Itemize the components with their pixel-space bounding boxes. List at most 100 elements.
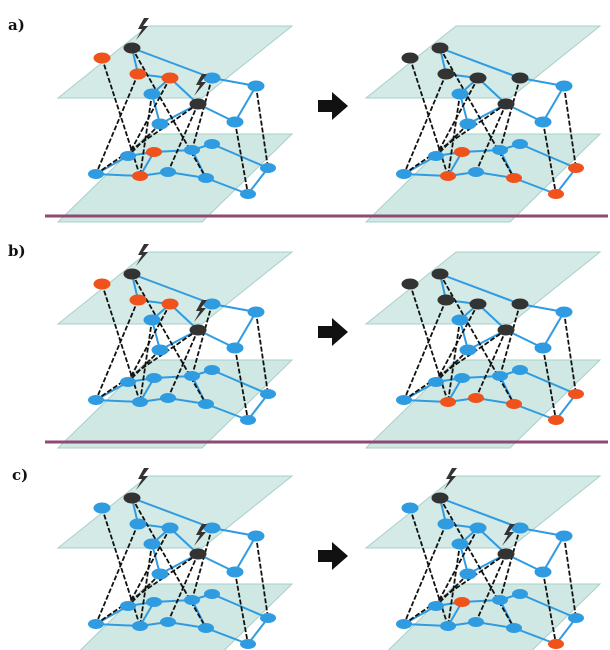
upper-layer-node [535, 117, 552, 128]
upper-layer-node [452, 539, 469, 550]
lower-layer-node [492, 595, 508, 605]
lower-layer-node [132, 621, 148, 631]
lower-layer-node [492, 371, 508, 381]
upper-layer-node [452, 89, 469, 100]
lower-layer-node [204, 139, 220, 149]
lower-layer-node [454, 373, 470, 383]
upper-layer-node [432, 493, 449, 504]
lower-layer-node [160, 617, 176, 627]
lower-layer-node [548, 189, 564, 199]
lower-layer-node [204, 589, 220, 599]
upper-layer-node [432, 43, 449, 54]
upper-layer-node [460, 119, 477, 130]
lower-layer-node [146, 373, 162, 383]
upper-layer-node [556, 531, 573, 542]
lower-layer-plane [58, 584, 292, 650]
lower-layer-node [440, 397, 456, 407]
lower-layer-plane [366, 584, 600, 650]
upper-layer-node [432, 269, 449, 280]
right-arrow-icon [318, 542, 348, 570]
lower-layer-node [132, 397, 148, 407]
lower-layer-node [260, 613, 276, 623]
upper-layer-node [556, 81, 573, 92]
lower-layer-node [120, 377, 136, 387]
lower-layer-node [568, 389, 584, 399]
upper-layer-node [130, 519, 147, 530]
lower-layer-node [468, 393, 484, 403]
upper-layer-node [438, 69, 455, 80]
lower-layer-node [240, 639, 256, 649]
lower-layer-node [198, 399, 214, 409]
upper-layer-node [248, 307, 265, 318]
upper-layer-node [152, 569, 169, 580]
lower-layer-node [120, 601, 136, 611]
upper-layer-link [235, 312, 256, 348]
upper-layer-node [152, 119, 169, 130]
upper-layer-node [470, 523, 487, 534]
right-arrow-icon [318, 92, 348, 120]
lower-layer-node [440, 171, 456, 181]
upper-layer-node [512, 73, 529, 84]
upper-layer-node [470, 299, 487, 310]
upper-layer-node [227, 343, 244, 354]
upper-layer-node [248, 81, 265, 92]
upper-layer-node [144, 315, 161, 326]
upper-layer-node [402, 279, 419, 290]
upper-layer-node [498, 549, 515, 560]
lower-layer-node [260, 389, 276, 399]
lower-layer-node [396, 619, 412, 629]
upper-layer-node [512, 299, 529, 310]
upper-layer-link [235, 536, 256, 572]
lower-layer-node [428, 377, 444, 387]
lower-layer-node [568, 163, 584, 173]
upper-layer-node [438, 519, 455, 530]
network-after-1 [366, 26, 600, 222]
lower-layer-node [146, 597, 162, 607]
upper-layer-link [543, 86, 564, 122]
upper-layer-node [124, 493, 141, 504]
lower-layer-node [198, 623, 214, 633]
lower-layer-node [492, 145, 508, 155]
lower-layer-node [440, 621, 456, 631]
upper-layer-node [162, 523, 179, 534]
upper-layer-node [144, 89, 161, 100]
lower-layer-node [506, 173, 522, 183]
lower-layer-node [512, 139, 528, 149]
upper-layer-node [535, 343, 552, 354]
lower-layer-node [240, 415, 256, 425]
lower-layer-node [160, 393, 176, 403]
lower-layer-node [184, 145, 200, 155]
lower-layer-node [506, 623, 522, 633]
upper-layer-node [94, 53, 111, 64]
lower-layer-node [506, 399, 522, 409]
upper-layer-node [438, 295, 455, 306]
lower-layer-node [548, 415, 564, 425]
lower-layer-node [184, 371, 200, 381]
upper-layer-node [190, 99, 207, 110]
upper-layer-node [152, 345, 169, 356]
network-after-2 [366, 252, 600, 448]
upper-layer-link [543, 312, 564, 348]
upper-layer-node [227, 117, 244, 128]
lower-layer-node [146, 147, 162, 157]
lower-layer-node [204, 365, 220, 375]
lower-layer-node [396, 169, 412, 179]
right-arrow-icon [318, 318, 348, 346]
upper-layer-node [452, 315, 469, 326]
lower-layer-node [120, 151, 136, 161]
upper-layer-link [235, 86, 256, 122]
lower-layer-node [88, 169, 104, 179]
upper-layer-link [543, 536, 564, 572]
lower-layer-node [454, 597, 470, 607]
upper-layer-node [402, 503, 419, 514]
lower-layer-node [428, 151, 444, 161]
upper-layer-node [556, 307, 573, 318]
lower-layer-node [160, 167, 176, 177]
upper-layer-node [535, 567, 552, 578]
upper-layer-node [498, 99, 515, 110]
upper-layer-node [144, 539, 161, 550]
upper-layer-node [130, 69, 147, 80]
upper-layer-node [94, 503, 111, 514]
upper-layer-node [124, 269, 141, 280]
lower-layer-node [260, 163, 276, 173]
